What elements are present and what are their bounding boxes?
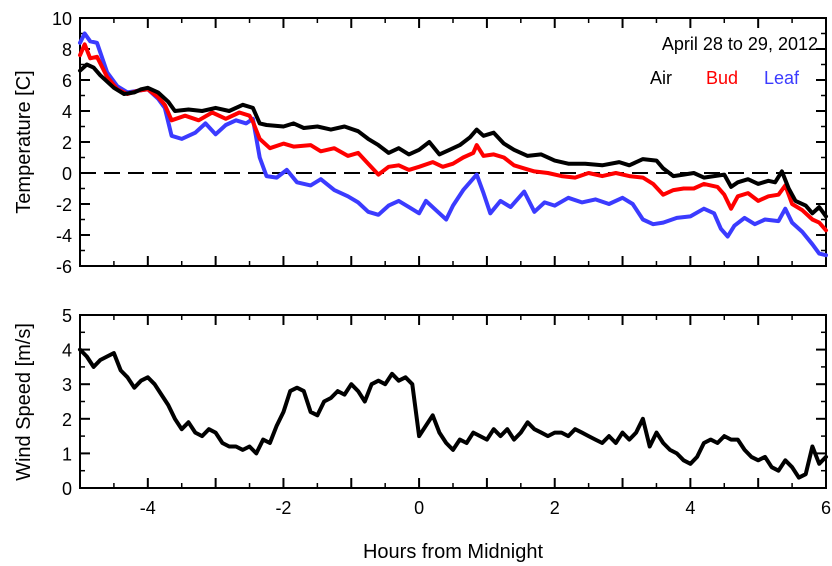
x-tick-label: 4 bbox=[685, 498, 695, 518]
temperature-panel: -6 -4 -2 0 2 4 6 8 10 Temperature [C] April 28 t… bbox=[13, 9, 828, 277]
wind-plot-frame bbox=[79, 314, 827, 489]
temperature-legend: Air Bud Leaf bbox=[650, 68, 800, 88]
temperature-y-tick-label: 8 bbox=[62, 40, 72, 60]
wind-y-tick-label: 4 bbox=[62, 341, 72, 361]
legend-entry-bud: Bud bbox=[706, 68, 738, 88]
x-tick-label: 6 bbox=[821, 498, 831, 518]
wind-speed-series-line bbox=[78, 347, 828, 480]
leaf-series-line bbox=[78, 31, 828, 258]
x-tick-label: 0 bbox=[414, 498, 424, 518]
temperature-y-tick-label: 4 bbox=[62, 102, 72, 122]
wind-axis-ticks: 0 1 2 3 4 5 -4 -2 0 2 4 6 bbox=[62, 306, 831, 518]
wind-y-tick-label: 1 bbox=[62, 444, 72, 464]
temperature-y-tick-label: 10 bbox=[52, 9, 72, 29]
temperature-y-tick-label: 2 bbox=[62, 133, 72, 153]
wind-panel: 0 1 2 3 4 5 -4 -2 0 2 4 6 Wind Speed [m/s] Hours fr… bbox=[13, 306, 831, 563]
wind-y-tick-label: 2 bbox=[62, 410, 72, 430]
wind-series-line bbox=[78, 347, 828, 480]
temperature-axis-ticks: -6 -4 -2 0 2 4 6 8 10 bbox=[52, 9, 827, 277]
temperature-y-tick-label: -2 bbox=[56, 195, 72, 215]
legend-entry-leaf: Leaf bbox=[764, 68, 800, 88]
wind-y-axis-label: Wind Speed [m/s] bbox=[13, 323, 35, 481]
x-tick-label: -4 bbox=[140, 498, 156, 518]
temperature-y-tick-label: 0 bbox=[62, 164, 72, 184]
temperature-y-tick-label: -4 bbox=[56, 226, 72, 246]
wind-y-tick-label: 3 bbox=[62, 375, 72, 395]
wind-y-tick-label: 0 bbox=[62, 479, 72, 499]
temperature-plot-frame bbox=[79, 17, 827, 267]
x-axis-label: Hours from Midnight bbox=[363, 541, 544, 563]
x-tick-label: -2 bbox=[275, 498, 291, 518]
bud-series-line bbox=[78, 42, 828, 233]
legend-entry-air: Air bbox=[650, 68, 672, 88]
temperature-y-tick-label: -6 bbox=[56, 257, 72, 277]
date-range-annotation: April 28 to 29, 2012 bbox=[662, 34, 818, 54]
temperature-y-axis-label: Temperature [C] bbox=[13, 70, 35, 213]
air-series-line bbox=[78, 62, 828, 219]
x-tick-label: 2 bbox=[550, 498, 560, 518]
wind-y-tick-label: 5 bbox=[62, 306, 72, 326]
temperature-y-tick-label: 6 bbox=[62, 71, 72, 91]
temperature-series-lines bbox=[78, 31, 828, 258]
